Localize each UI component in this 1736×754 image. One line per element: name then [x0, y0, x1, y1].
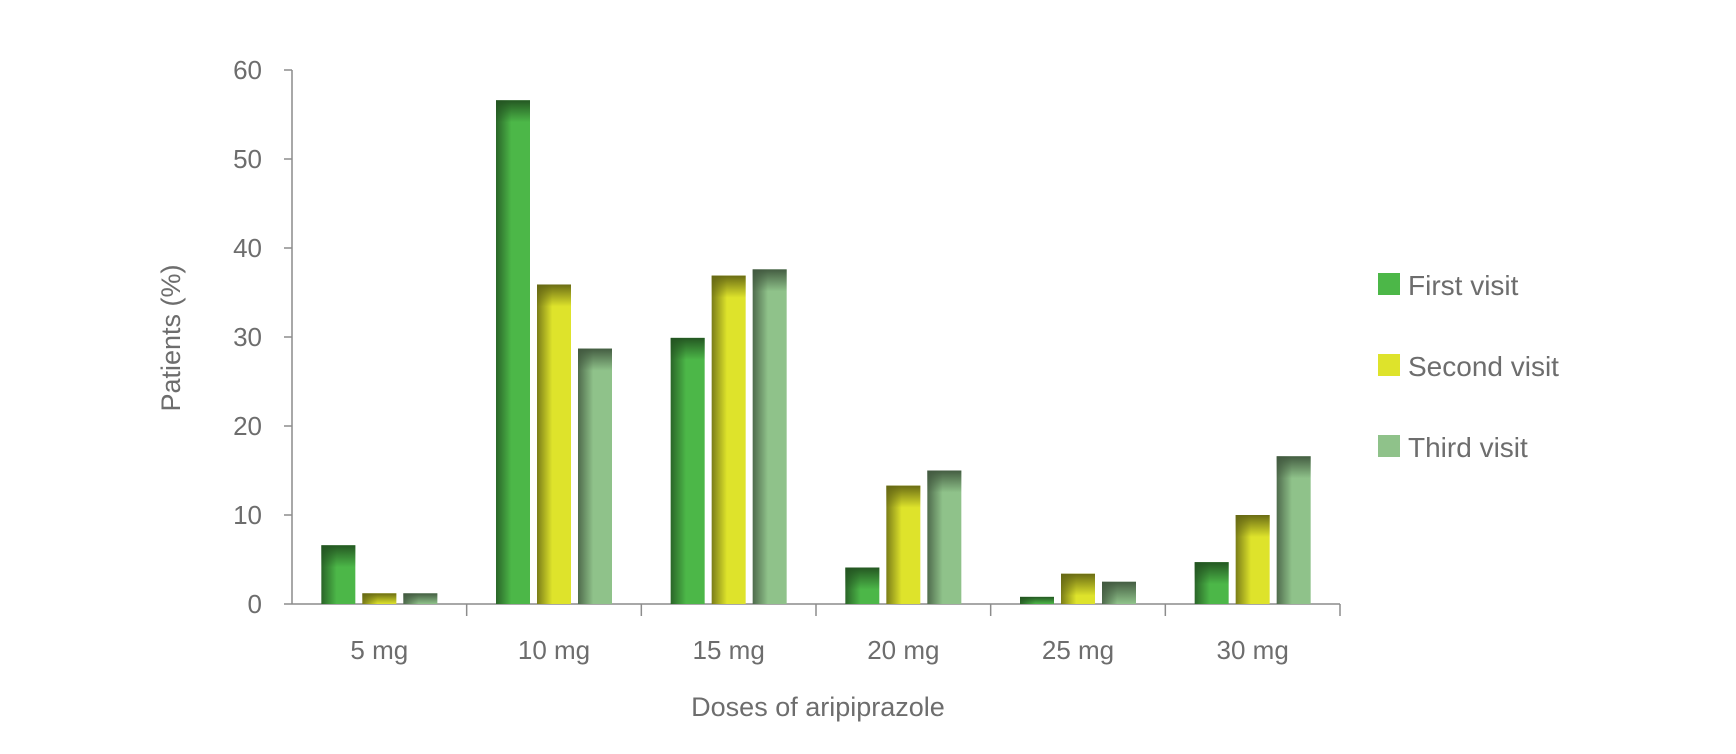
y-ticks: 0 10 20 30 40 50 60 [233, 55, 292, 619]
legend-swatch [1378, 435, 1400, 457]
bar [496, 100, 530, 604]
y-tick-label: 0 [248, 589, 262, 619]
bar [403, 593, 438, 604]
y-tick-label: 30 [233, 322, 262, 352]
bars [321, 100, 1311, 604]
y-tick-label: 10 [233, 500, 262, 530]
y-tick-label: 50 [233, 144, 262, 174]
bar [845, 567, 880, 604]
bar [537, 284, 571, 604]
x-tick-label: 5 mg [350, 635, 408, 665]
x-ticks: 5 mg 10 mg 15 mg 20 mg 25 mg 30 mg [350, 604, 1341, 665]
axes [291, 70, 1340, 605]
bar [1194, 562, 1229, 604]
bar [578, 348, 612, 604]
bar [670, 337, 705, 604]
legend-label: First visit [1408, 270, 1519, 301]
x-tick-label: 20 mg [867, 635, 939, 665]
legend-swatch [1378, 273, 1400, 295]
x-tick-label: 25 mg [1042, 635, 1114, 665]
y-axis-title: Patients (%) [156, 264, 186, 411]
x-tick-label: 10 mg [518, 635, 590, 665]
legend-label: Second visit [1408, 351, 1559, 382]
legend: First visit Second visit Third visit [1378, 270, 1559, 463]
y-tick-label: 20 [233, 411, 262, 441]
legend-item: Third visit [1378, 432, 1528, 463]
bar [752, 269, 787, 604]
bar [1235, 515, 1270, 604]
bar [927, 470, 962, 604]
legend-swatch [1378, 354, 1400, 376]
bar [1020, 596, 1054, 604]
x-axis-title: Doses of aripiprazole [691, 692, 945, 722]
bar [886, 485, 921, 604]
y-tick-label: 40 [233, 233, 262, 263]
bar [1102, 581, 1136, 604]
legend-item: First visit [1378, 270, 1519, 301]
legend-item: Second visit [1378, 351, 1559, 382]
x-tick-label: 30 mg [1217, 635, 1289, 665]
x-tick-label: 15 mg [693, 635, 765, 665]
y-tick-label: 60 [233, 55, 262, 85]
bar [321, 545, 356, 604]
bar [362, 593, 397, 604]
bar [1276, 456, 1311, 604]
bar [711, 275, 746, 604]
legend-label: Third visit [1408, 432, 1528, 463]
bar [1061, 573, 1095, 604]
